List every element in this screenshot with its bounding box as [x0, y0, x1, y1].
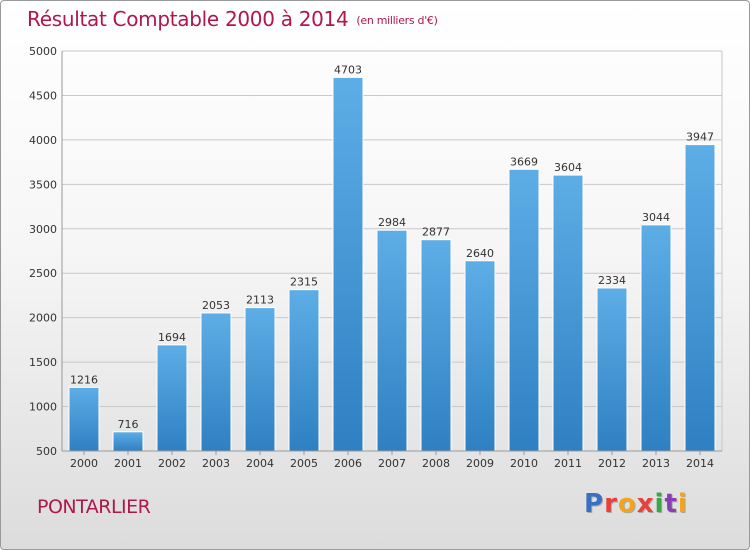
x-tick-label-2003: 2003 — [202, 457, 230, 470]
data-label-2014: 3947 — [686, 131, 714, 144]
data-label-2003: 2053 — [202, 299, 230, 312]
x-tick-label-2010: 2010 — [510, 457, 538, 470]
logo-letter: i — [654, 489, 665, 519]
x-tick-label-2005: 2005 — [290, 457, 318, 470]
logo-letter: o — [617, 489, 637, 519]
bar-2014 — [684, 144, 716, 452]
bar-2002 — [156, 344, 188, 452]
y-tick-label: 4000 — [29, 134, 57, 147]
x-tick-label-2002: 2002 — [158, 457, 186, 470]
bar-2007 — [376, 229, 408, 452]
data-label-2009: 2640 — [466, 247, 494, 260]
y-tick-label: 2500 — [29, 267, 57, 280]
logo-letter: P — [584, 489, 605, 519]
data-label-2004: 2113 — [246, 294, 274, 307]
x-tick-label-2013: 2013 — [642, 457, 670, 470]
x-tick-label-2011: 2011 — [554, 457, 582, 470]
x-tick-label-2012: 2012 — [598, 457, 626, 470]
chart-title-text: Résultat Comptable 2000 à 2014 — [27, 7, 349, 31]
chart-unit: (en milliers d'€) — [356, 14, 438, 27]
data-label-2002: 1694 — [158, 331, 186, 344]
data-label-2001: 716 — [118, 418, 139, 431]
y-tick-label: 500 — [36, 445, 57, 458]
x-tick-label-2009: 2009 — [466, 457, 494, 470]
bar-2003 — [200, 312, 232, 452]
y-tick-label: 5000 — [29, 45, 57, 58]
proxiti-logo[interactable]: Proxiti — [584, 489, 688, 519]
bar-2006 — [332, 76, 364, 452]
bar-2008 — [420, 239, 452, 452]
x-tick-label-2014: 2014 — [686, 457, 714, 470]
data-label-2005: 2315 — [290, 276, 318, 289]
bar-2005 — [288, 289, 320, 452]
data-label-2000: 1216 — [70, 373, 98, 386]
y-tick-label: 3000 — [29, 223, 57, 236]
y-tick-label: 1500 — [29, 356, 57, 369]
y-tick-label: 2000 — [29, 312, 57, 325]
bar-2009 — [464, 260, 496, 452]
bar-2001 — [112, 431, 144, 452]
logo-letter: t — [664, 489, 678, 519]
bar-chart: 500 1000 1500 2000 2500 3000 3500 4000 4500 5000 1… — [29, 45, 723, 470]
y-tick-label: 1000 — [29, 401, 57, 414]
data-label-2010: 3669 — [510, 155, 538, 168]
x-tick-label-2000: 2000 — [70, 457, 98, 470]
bar-2012 — [596, 287, 628, 452]
bar-2013 — [640, 224, 672, 452]
bar-2000 — [68, 386, 100, 452]
chart-title: Résultat Comptable 2000 à 2014 (en millie… — [27, 7, 438, 31]
x-tick-label-2007: 2007 — [378, 457, 406, 470]
data-label-2012: 2334 — [598, 274, 626, 287]
bars — [68, 76, 716, 452]
data-label-2007: 2984 — [378, 216, 406, 229]
data-label-2006: 4703 — [334, 63, 362, 76]
data-label-2008: 2877 — [422, 226, 450, 239]
logo-letter: x — [636, 489, 655, 519]
bar-2004 — [244, 307, 276, 452]
x-tick-label-2008: 2008 — [422, 457, 450, 470]
x-tick-label-2004: 2004 — [246, 457, 274, 470]
axes: 500 1000 1500 2000 2500 3000 3500 4000 4500 5000 1… — [29, 45, 722, 470]
bar-2011 — [552, 174, 584, 452]
bar-2010 — [508, 168, 540, 452]
y-tick-label: 4500 — [29, 89, 57, 102]
data-label-2013: 3044 — [642, 211, 670, 224]
x-tick-label-2006: 2006 — [334, 457, 362, 470]
x-tick-label-2001: 2001 — [114, 457, 142, 470]
data-label-2011: 3604 — [554, 161, 582, 174]
logo-letter: i — [677, 489, 688, 519]
y-tick-label: 3500 — [29, 178, 57, 191]
city-name: PONTARLIER — [37, 496, 151, 518]
logo-letter: r — [604, 489, 618, 519]
